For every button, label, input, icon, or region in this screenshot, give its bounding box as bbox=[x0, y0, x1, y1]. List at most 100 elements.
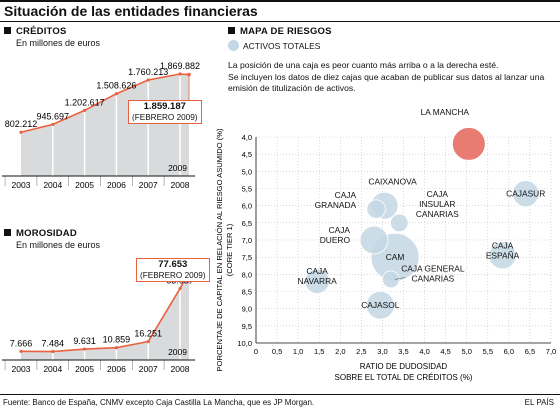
morosidad-value-label: 7.666 bbox=[10, 338, 33, 348]
creditos-x-label: 2007 bbox=[139, 180, 158, 190]
riesgos-y-tick: 9,5 bbox=[242, 322, 252, 331]
riesgos-chart: 0 0,5 1,0 1,5 2,0 2,5 3,0 3,5 4,0 4,5 5,0 5,5 6,0 6,5… bbox=[215, 108, 556, 382]
creditos-point bbox=[83, 108, 87, 113]
morosidad-value-label: 16.251 bbox=[134, 329, 162, 339]
riesgos-y-title-2: (CORE TIER 1) bbox=[225, 223, 234, 276]
bubble-leader bbox=[394, 277, 405, 280]
description-line-1: La posición de una caja es peor cuanto m… bbox=[228, 60, 499, 70]
riesgos-x-tick: 6,0 bbox=[504, 347, 514, 356]
bubble-label: INSULAR bbox=[419, 199, 455, 209]
bubble-label: CAJASOL bbox=[361, 300, 400, 310]
riesgos-y-tick: 6,0 bbox=[242, 202, 252, 211]
footer-source: Fuente: Banco de España, CNMV excepto Ca… bbox=[3, 398, 315, 407]
riesgos-x-tick: 7,0 bbox=[546, 347, 556, 356]
riesgos-y-tick: 10,0 bbox=[237, 339, 252, 348]
morosidad-header: MOROSIDAD bbox=[4, 228, 77, 239]
footer-brand: EL PAÍS bbox=[524, 398, 554, 407]
morosidad-value-label: 9.631 bbox=[73, 336, 96, 346]
bubble-label: CAIXANOVA bbox=[368, 177, 417, 187]
bubble-label: CAJASUR bbox=[506, 189, 545, 199]
riesgos-y-title-1: PORCENTAJE DE CAPITAL EN RELACIÓN AL RIE… bbox=[215, 128, 224, 372]
riesgos-x-tick: 0,5 bbox=[272, 347, 282, 356]
morosidad-x-label: 2007 bbox=[139, 364, 158, 374]
riesgos-x-tick: 1,0 bbox=[293, 347, 303, 356]
morosidad-callout-note: (FEBRERO 2009) bbox=[140, 271, 206, 280]
riesgos-description: La posición de una caja es peor cuanto m… bbox=[228, 60, 558, 95]
creditos-point bbox=[146, 78, 150, 82]
bubble-label: CAJA bbox=[335, 190, 357, 200]
morosidad-extra-label: 2009 bbox=[168, 347, 187, 357]
riesgos-y-tick: 9,0 bbox=[242, 305, 252, 314]
bubble-label: ESPAÑA bbox=[486, 250, 520, 260]
bubble-caja-duero bbox=[359, 225, 389, 255]
bubble-label: GRANADA bbox=[315, 200, 357, 210]
morosidad-value-label: 7.484 bbox=[42, 339, 65, 349]
riesgos-y-tick: 8,0 bbox=[242, 270, 252, 279]
legend-bubble-icon bbox=[228, 40, 239, 51]
bubble-label: CANARIAS bbox=[416, 209, 459, 219]
creditos-x-label: 2008 bbox=[171, 180, 190, 190]
creditos-callout-value: 1.859.187 bbox=[143, 101, 186, 112]
riesgos-x-title-2: SOBRE EL TOTAL DE CRÉDITOS (%) bbox=[335, 373, 473, 382]
morosidad-point bbox=[51, 349, 55, 354]
morosidad-callout-value: 77.653 bbox=[158, 259, 188, 270]
creditos-point bbox=[19, 130, 23, 134]
creditos-value-label: 802.212 bbox=[5, 119, 38, 129]
riesgos-y-tick: 7,5 bbox=[242, 253, 252, 262]
riesgos-y-tick: 8,5 bbox=[242, 288, 252, 297]
riesgos-y-tick: 5,5 bbox=[242, 185, 252, 194]
riesgos-legend: ACTIVOS TOTALES bbox=[228, 40, 320, 51]
creditos-x-label: 2005 bbox=[75, 180, 94, 190]
morosidad-point bbox=[114, 346, 118, 350]
riesgos-y-tick: 6,5 bbox=[242, 219, 252, 228]
riesgos-x-title-1: RATIO DE DUDOSIDAD bbox=[360, 362, 448, 371]
bubble-label: LA MANCHA bbox=[421, 108, 470, 117]
creditos-point-2009 bbox=[187, 72, 191, 77]
riesgos-x-tick: 5,5 bbox=[483, 347, 493, 356]
creditos-subtitle: En millones de euros bbox=[16, 38, 101, 48]
morosidad-x-label: 2006 bbox=[107, 364, 126, 374]
creditos-title: CRÉDITOS bbox=[16, 26, 67, 37]
description-line-2: Se incluyen los datos de diez cajas que … bbox=[228, 71, 545, 94]
creditos-value-label: 1.760.213 bbox=[128, 67, 168, 77]
creditos-value-label: 1.202.617 bbox=[65, 97, 105, 107]
morosidad-x-label: 2003 bbox=[12, 364, 31, 374]
bubble-caja-castilla-la-mancha bbox=[451, 127, 486, 161]
riesgos-y-tick: 7,0 bbox=[242, 236, 252, 245]
riesgos-y-tick: 4,5 bbox=[242, 150, 252, 159]
creditos-point bbox=[51, 122, 55, 127]
legend-label: ACTIVOS TOTALES bbox=[243, 41, 321, 51]
bubble-label: CAM bbox=[386, 252, 405, 262]
riesgos-x-tick: 0 bbox=[254, 347, 258, 356]
creditos-callout-note: (FEBRERO 2009) bbox=[132, 113, 198, 122]
morosidad-title: MOROSIDAD bbox=[16, 228, 77, 239]
morosidad-x-label: 2005 bbox=[75, 364, 94, 374]
title-bar bbox=[0, 0, 560, 22]
riesgos-x-tick: 4,0 bbox=[419, 347, 429, 356]
riesgos-y-tick: 5,0 bbox=[242, 167, 252, 176]
creditos-value-label: 1.508.626 bbox=[96, 81, 136, 91]
riesgos-title: MAPA DE RIESGOS bbox=[240, 26, 332, 37]
bubble-caja-navarra bbox=[304, 268, 330, 294]
creditos-value-label: 945.697 bbox=[37, 111, 70, 121]
creditos-extra-label: 2009 bbox=[168, 163, 187, 173]
creditos-callout: 1.859.187 (FEBRERO 2009) bbox=[128, 100, 202, 124]
bubble-label: CAJA bbox=[329, 225, 351, 235]
riesgos-x-tick: 5,0 bbox=[461, 347, 471, 356]
bubble-label: NAVARRA bbox=[297, 276, 337, 286]
bubble-label: CAJA bbox=[427, 189, 449, 199]
riesgos-x-tick: 3,0 bbox=[377, 347, 387, 356]
morosidad-point bbox=[146, 339, 150, 344]
morosidad-x-label: 2008 bbox=[171, 364, 190, 374]
bubble-caja-general-canarias bbox=[381, 270, 400, 289]
creditos-point bbox=[114, 92, 118, 96]
bubble-label: CAJA bbox=[306, 266, 328, 276]
bubble-caja-españa bbox=[488, 241, 517, 270]
morosidad-point bbox=[83, 347, 87, 351]
riesgos-header: MAPA DE RIESGOS bbox=[228, 26, 332, 37]
creditos-x-label: 2006 bbox=[107, 180, 126, 190]
riesgos-x-tick: 6,5 bbox=[525, 347, 535, 356]
morosidad-x-label: 2004 bbox=[43, 364, 62, 374]
morosidad-subtitle: En millones de euros bbox=[16, 240, 101, 250]
